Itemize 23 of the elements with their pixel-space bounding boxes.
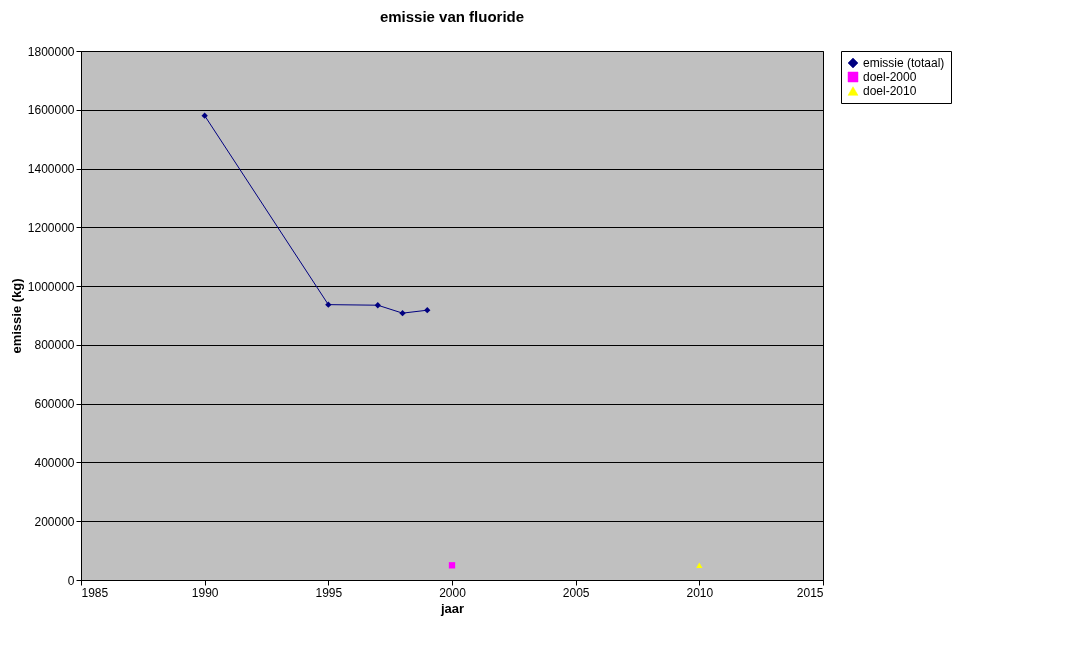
x-axis-title: jaar <box>439 600 465 616</box>
x-tick-label: 2005 <box>562 585 590 600</box>
y-tick-label: 600000 <box>34 397 75 412</box>
y-tick-label: 400000 <box>34 455 75 470</box>
x-tick-label: 1985 <box>81 585 109 600</box>
y-tick-label: 800000 <box>34 338 75 353</box>
chart-title: emissie van fluoride <box>379 8 525 25</box>
legend-label: emissie (totaal) <box>863 56 945 70</box>
y-axis-title: emissie (kg) <box>8 278 24 354</box>
x-tick-label: 1995 <box>315 585 343 600</box>
x-tick-label: 1990 <box>191 585 219 600</box>
x-tick-label: 2010 <box>686 585 714 600</box>
y-tick-label: 200000 <box>34 514 75 529</box>
y-tick-label: 1400000 <box>27 162 75 177</box>
y-tick-label: 1000000 <box>27 279 75 294</box>
y-tick-label: 1200000 <box>27 220 75 235</box>
x-tick-label: 2000 <box>439 585 467 600</box>
legend-label: doel-2000 <box>863 70 917 84</box>
y-tick-label: 1800000 <box>27 44 75 59</box>
legend-label: doel-2010 <box>863 84 917 98</box>
y-tick-label: 0 <box>67 573 75 588</box>
x-tick-label: 2015 <box>796 585 824 600</box>
y-tick-label: 1600000 <box>27 103 75 118</box>
